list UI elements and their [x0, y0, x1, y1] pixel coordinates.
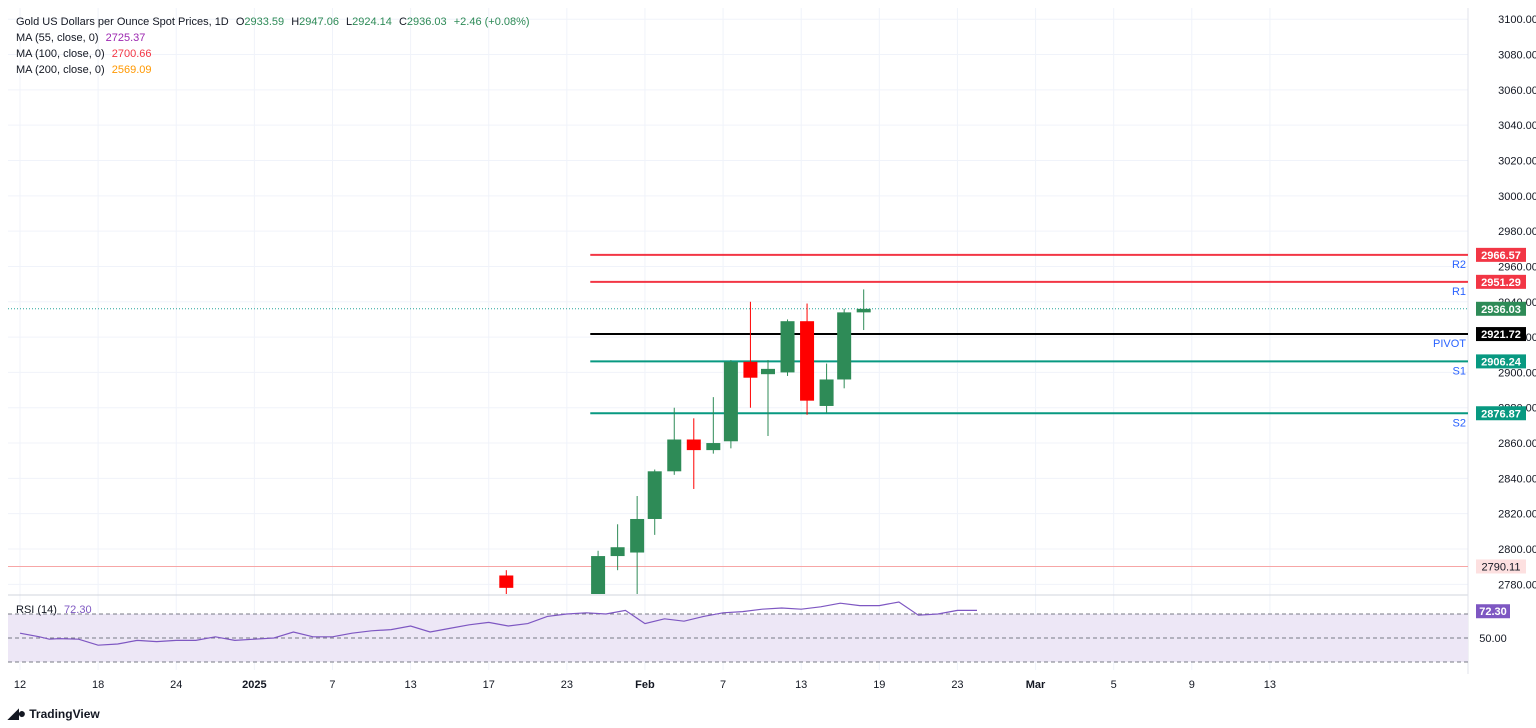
- pivot-level-name: R2: [1452, 259, 1466, 271]
- rsi-line: [19, 601, 977, 646]
- pivot-level-label: 2966.57: [1481, 250, 1521, 262]
- x-tick-label: 13: [1264, 679, 1276, 691]
- y-tick-label: 2800.00: [1498, 544, 1536, 556]
- price-change: +2.46 (+0.08%): [453, 16, 530, 28]
- x-tick-label: 9: [1189, 679, 1195, 691]
- ma200-label: MA (200, close, 0): [16, 64, 105, 76]
- ma100-label: MA (100, close, 0): [16, 48, 105, 60]
- x-tick-label: 24: [170, 679, 182, 691]
- candle-body: [760, 368, 775, 375]
- candle-body: [743, 361, 758, 378]
- candle-body: [706, 443, 721, 451]
- ma200-legend[interactable]: MA (200, close, 0) 2569.09: [16, 62, 151, 78]
- y-tick-label: 3000.00: [1498, 191, 1536, 203]
- ohlc-open: O2933.59: [235, 16, 285, 28]
- candle-body: [780, 321, 795, 373]
- tradingview-logo-icon: ◢●: [8, 705, 26, 721]
- x-tick-label: 23: [561, 679, 573, 691]
- pivot-level-label: 2876.87: [1481, 408, 1521, 420]
- pivot-level-label: 2921.72: [1481, 329, 1521, 341]
- pivot-level-label-bg: [1476, 327, 1526, 342]
- x-tick-label: Feb: [635, 679, 655, 691]
- horizontal-line-label-bg: [1476, 559, 1526, 574]
- y-tick-label: 3100.00: [1498, 14, 1536, 26]
- candles-group: [499, 289, 871, 594]
- chart-canvas[interactable]: 2780.002800.002820.002840.002860.002880.…: [0, 0, 1536, 700]
- pivot-level-label-bg: [1476, 406, 1526, 421]
- symbol-legend: Gold US Dollars per Ounce Spot Prices, 1…: [16, 14, 530, 30]
- candle-body: [686, 439, 701, 451]
- ma55-label: MA (55, close, 0): [16, 32, 99, 44]
- rsi-value: 72.30: [64, 604, 92, 616]
- last-price-label-bg: [1476, 301, 1526, 316]
- candle-body: [647, 471, 662, 519]
- rsi-legend[interactable]: RSI (14) 72.30: [16, 602, 92, 618]
- y-tick-label: 2780.00: [1498, 579, 1536, 591]
- x-tick-label: 13: [795, 679, 807, 691]
- pivot-level-name: R1: [1452, 286, 1466, 298]
- x-tick-label: 5: [1111, 679, 1117, 691]
- candle-body: [837, 312, 852, 380]
- y-tick-label: 2840.00: [1498, 473, 1536, 485]
- ma100-value: 2700.66: [111, 48, 152, 60]
- y-tick-label: 3060.00: [1498, 85, 1536, 97]
- candle-body: [800, 321, 815, 401]
- pivot-level-name: S2: [1453, 417, 1466, 429]
- y-tick-label: 2960.00: [1498, 261, 1536, 273]
- ohlc-low: L2924.14: [346, 16, 392, 28]
- candle-body: [610, 547, 625, 557]
- ma55-value: 2725.37: [105, 32, 146, 44]
- candle-body: [591, 556, 606, 594]
- pivot-level-label: 2951.29: [1481, 277, 1521, 289]
- candle-body: [667, 439, 682, 472]
- x-tick-label: 13: [404, 679, 416, 691]
- rsi-value-label: 72.30: [1479, 606, 1507, 618]
- x-tick-label: 18: [92, 679, 104, 691]
- pivot-level-name: S1: [1453, 365, 1466, 377]
- candle-body: [723, 361, 738, 442]
- x-tick-label: 12: [14, 679, 26, 691]
- footer[interactable]: ◢● TradingView: [8, 705, 100, 722]
- ohlc-close: C2936.03: [398, 16, 447, 28]
- pivot-level-name: PIVOT: [1433, 338, 1466, 350]
- last-price-label: 2936.03: [1481, 304, 1521, 316]
- y-tick-label: 3040.00: [1498, 120, 1536, 132]
- x-tick-label: 7: [329, 679, 335, 691]
- y-tick-label: 2980.00: [1498, 226, 1536, 238]
- y-tick-label: 3020.00: [1498, 156, 1536, 168]
- rsi-tick-label: 50.00: [1479, 633, 1507, 645]
- ma200-value: 2569.09: [111, 64, 152, 76]
- x-tick-label: 23: [951, 679, 963, 691]
- pivot-level-label: 2906.24: [1481, 356, 1522, 368]
- rsi-label: RSI (14): [16, 604, 57, 616]
- x-tick-label: 19: [873, 679, 885, 691]
- symbol-title: Gold US Dollars per Ounce Spot Prices, 1…: [16, 16, 229, 28]
- ohlc-high: H2947.06: [291, 16, 339, 28]
- y-tick-label: 2900.00: [1498, 367, 1536, 379]
- x-tick-label: 17: [483, 679, 495, 691]
- pivot-level-label-bg: [1476, 274, 1526, 289]
- horizontal-line-label: 2790.11: [1482, 561, 1521, 573]
- ma55-legend[interactable]: MA (55, close, 0) 2725.37: [16, 30, 145, 46]
- y-tick-label: 2860.00: [1498, 438, 1536, 450]
- candle-body: [630, 518, 645, 553]
- y-tick-label: 3080.00: [1498, 50, 1536, 62]
- y-tick-label: 2820.00: [1498, 509, 1536, 521]
- pivot-level-label-bg: [1476, 354, 1526, 369]
- rsi-value-label-bg: [1476, 604, 1510, 619]
- x-tick-label: 7: [720, 679, 726, 691]
- pivot-level-label-bg: [1476, 247, 1526, 262]
- x-tick-label: Mar: [1026, 679, 1046, 691]
- x-tick-label: 2025: [242, 679, 266, 691]
- candle-body: [856, 308, 871, 313]
- ma100-legend[interactable]: MA (100, close, 0) 2700.66: [16, 46, 151, 62]
- brand-name: TradingView: [29, 706, 100, 721]
- candle-body: [499, 575, 514, 588]
- candle-body: [819, 379, 834, 406]
